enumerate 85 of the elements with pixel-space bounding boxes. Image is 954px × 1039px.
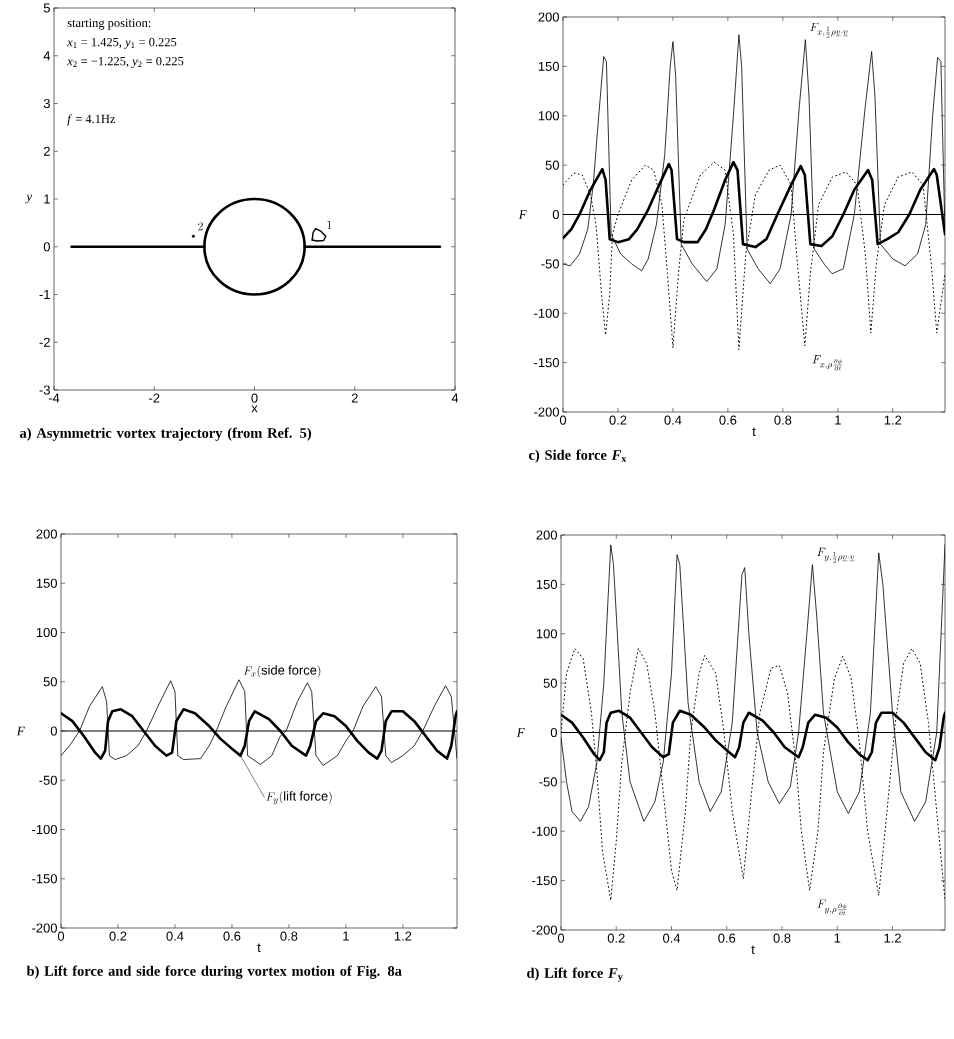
annotation: $F_{x,\rho\frac{\partial\phi}{\partial t}}$ xyxy=(812,355,843,371)
y-tick-label: 50 xyxy=(545,160,559,170)
y-tick-label: 200 xyxy=(536,530,557,540)
y-axis-title: F xyxy=(16,726,25,736)
x-tick-label: 0.2 xyxy=(109,931,127,941)
x-tick-label: 1.2 xyxy=(394,931,412,941)
y-tick-label: -100 xyxy=(532,826,557,836)
x-axis-title: t xyxy=(751,945,755,954)
y-tick-label: 1 xyxy=(44,194,50,204)
text: a) Asymmetric vortex trajectory (from Ref. 5) xyxy=(19,427,311,441)
y-tick-label: 0 xyxy=(552,209,559,220)
annotation: x$_{2}$ = −1.225, y$_{2}$ = 0.225 xyxy=(67,56,184,68)
y-tick-label: 5 xyxy=(43,3,50,13)
y-tick-label: -200 xyxy=(532,925,557,935)
y-tick-label: 0 xyxy=(550,727,557,738)
x-axis-title: x xyxy=(251,405,258,413)
y-axis-title: F xyxy=(518,210,527,219)
x-tick-label: 4 xyxy=(451,393,459,403)
annotation: x$_{1}$ = 1.425, y$_{1}$ = 0.225 xyxy=(67,37,177,49)
x-tick-label: 0.4 xyxy=(166,931,184,941)
annotation: $F_{y,\rho\frac{\partial\phi}{\partial t}}$ xyxy=(817,899,847,916)
text: b) Lift force and side force during vortex motion of Fig. 8a xyxy=(26,965,402,979)
x-tick-label: 1 xyxy=(343,931,349,941)
y-tick-label: -100 xyxy=(32,824,57,835)
y-tick-label: -50 xyxy=(539,777,557,787)
x-tick-label: 0 xyxy=(559,415,567,425)
x-tick-label: 0.6 xyxy=(223,931,241,941)
x-tick-label: 1 xyxy=(835,415,841,425)
y-tick-label: -150 xyxy=(532,876,557,886)
y-tick-label: 0 xyxy=(50,726,57,736)
y-tick-label: 100 xyxy=(536,629,557,639)
y-tick-label: 50 xyxy=(43,677,57,687)
y-tick-label: 3 xyxy=(43,98,50,109)
y-tick-label: 50 xyxy=(543,678,557,688)
x-axis-title: t xyxy=(752,427,756,436)
y-tick-label: 2 xyxy=(43,146,50,156)
x-axis-title: t xyxy=(257,943,261,952)
annotation: f = 4.1Hz xyxy=(67,114,116,126)
x-tick-label: 1.2 xyxy=(884,415,902,425)
y-tick-label: -100 xyxy=(534,308,559,318)
annotation: $F_{y,\frac{1}{2}\rho\underline{v}\cdot\underline{v}}$ xyxy=(817,547,855,563)
x-tick-label: 0 xyxy=(251,393,258,403)
y-tick-label: -50 xyxy=(541,259,559,269)
text: d) Lift force F$_{y}$ xyxy=(527,967,623,983)
y-tick-label: -200 xyxy=(534,407,559,417)
annotation: $F_{x}\mathrm{(side\ force)}$ xyxy=(243,665,321,678)
y-tick-label: 200 xyxy=(36,529,57,539)
x-tick-label: 0.6 xyxy=(718,933,736,943)
annotation: $F_{x,\frac{1}{2}\rho\underline{v}\cdot\underline{v}}$ xyxy=(810,22,848,38)
x-tick-label: 2 xyxy=(351,393,358,403)
x-tick-label: 0.8 xyxy=(280,931,298,941)
y-tick-label: 150 xyxy=(538,61,559,71)
y-tick-label: -1 xyxy=(39,290,50,299)
y-tick-label: -150 xyxy=(32,874,57,884)
x-tick-label: 0.6 xyxy=(719,415,737,425)
x-tick-label: 0.2 xyxy=(607,933,625,943)
y-tick-label: 100 xyxy=(538,111,559,121)
y-axis-title: y xyxy=(25,194,33,204)
y-tick-label: -200 xyxy=(32,923,57,933)
y-tick-label: 100 xyxy=(36,627,57,638)
y-tick-label: 200 xyxy=(538,12,559,22)
x-tick-label: 1 xyxy=(834,933,841,943)
x-tick-label: -4 xyxy=(48,393,60,403)
x-tick-label: 0.8 xyxy=(773,933,791,943)
y-tick-label: -2 xyxy=(39,337,50,347)
y-tick-label: 150 xyxy=(536,579,557,589)
x-tick-label: 0.4 xyxy=(663,933,681,943)
y-tick-label: 150 xyxy=(36,578,57,588)
y-tick-label: 0 xyxy=(43,242,50,252)
text: c) Side force F$_{x}$ xyxy=(529,449,627,463)
annotation: $2$ xyxy=(198,222,203,231)
annotation: $1$ xyxy=(327,220,332,229)
x-tick-label: 0.8 xyxy=(774,415,792,425)
annotation: $F_{y}\mathrm{(lift\ force)}$ xyxy=(266,791,332,805)
x-tick-label: 0.2 xyxy=(609,415,627,425)
x-tick-label: -2 xyxy=(149,393,160,403)
y-tick-label: -150 xyxy=(534,358,559,368)
y-axis-title: F xyxy=(516,728,525,737)
y-tick-label: 4 xyxy=(43,51,51,61)
x-tick-label: 0 xyxy=(57,931,65,941)
y-tick-label: -3 xyxy=(39,385,50,395)
y-tick-label: -50 xyxy=(39,775,57,785)
annotation: starting position: xyxy=(67,18,151,30)
x-tick-label: 0.4 xyxy=(664,415,682,425)
x-tick-label: 1.2 xyxy=(884,933,901,943)
